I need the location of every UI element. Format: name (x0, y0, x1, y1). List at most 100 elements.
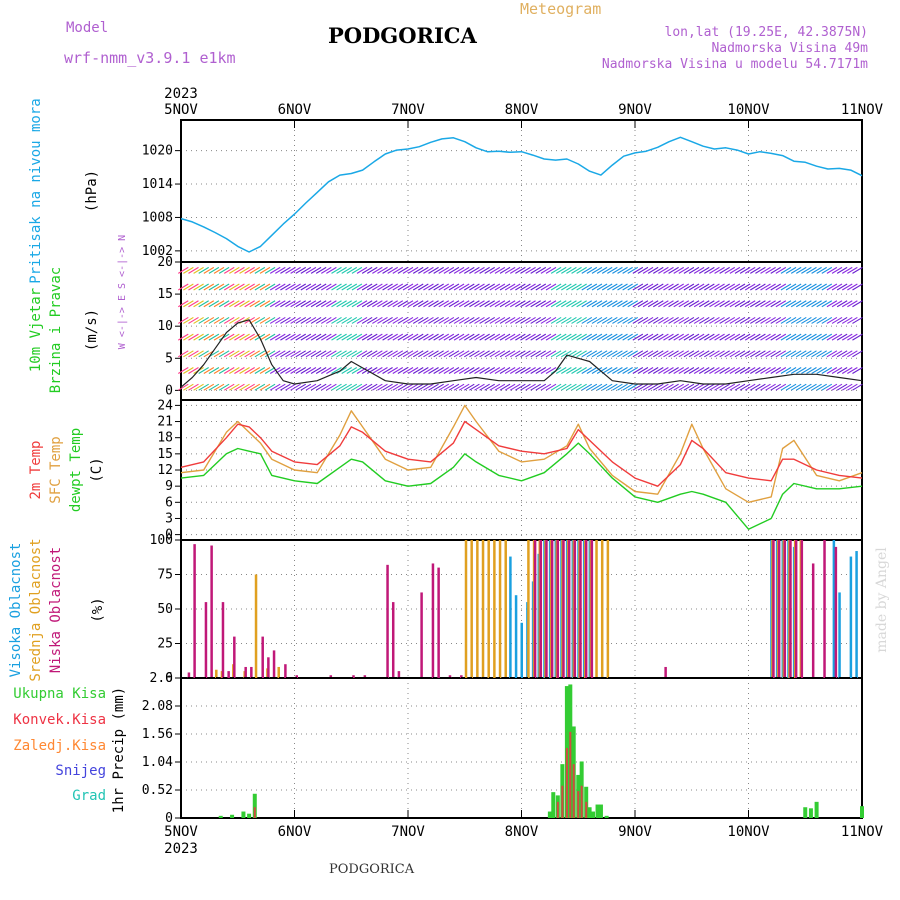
wind-barb (264, 333, 276, 341)
wind-barb (755, 266, 766, 274)
wind-barb (300, 266, 312, 274)
wind-barb (320, 283, 332, 291)
wind-barb (407, 283, 419, 291)
wind-barb (438, 283, 450, 291)
wind-barb (479, 350, 490, 358)
low-cloud-bar (210, 545, 213, 678)
wind-barb (566, 383, 577, 391)
wind-barb (315, 383, 327, 391)
wind-barb (254, 283, 266, 291)
wind-barb (351, 350, 363, 358)
wind-barb (453, 350, 465, 358)
wind-barb (193, 350, 204, 358)
wind-barb (320, 266, 332, 274)
wind-barb (632, 266, 644, 274)
wind-barb (698, 367, 710, 374)
wind-barb (484, 367, 496, 374)
wind-barb (821, 266, 833, 274)
wind-barb (785, 333, 797, 341)
wind-barb (719, 333, 730, 341)
wind-barb (693, 300, 705, 308)
wind-barb (637, 333, 649, 341)
wind-barb (198, 367, 209, 374)
wind-barb (494, 300, 506, 308)
wind-barb (637, 350, 649, 358)
wind-barb (668, 266, 679, 274)
wind-barb (755, 350, 766, 358)
wind-barb (714, 316, 725, 324)
wind-barb (366, 383, 378, 391)
wind-barb (280, 367, 291, 374)
cloud-unit: (%) (90, 597, 106, 622)
wind-barb (719, 350, 730, 358)
wind-barb (448, 316, 460, 324)
wind-barb (234, 266, 245, 274)
wind-barb (418, 350, 429, 358)
wind-barb (739, 283, 751, 291)
wind-barb (203, 316, 215, 324)
model-label: Model (66, 20, 109, 36)
precip-total-bar (252, 793, 257, 818)
wind-barb (208, 266, 220, 274)
wind-barb (586, 266, 598, 274)
wind-barb (423, 300, 434, 308)
wind-barb (244, 383, 255, 391)
y-tick-label: 21 (157, 415, 173, 430)
wind-barb (331, 383, 342, 391)
wind-barb (458, 283, 470, 291)
wind-barb (698, 383, 710, 391)
wind-barb (331, 300, 342, 308)
wind-barb (852, 316, 863, 324)
x-tick-label-bottom: 10NOV (727, 824, 770, 840)
wind-barb (581, 283, 593, 291)
wind-barb (423, 350, 434, 358)
low-cloud-bar (533, 540, 537, 678)
wind-barb (540, 316, 552, 324)
wind-barb (448, 300, 460, 308)
wind-barb (234, 367, 245, 374)
wind-barb (724, 383, 736, 391)
wind-barb (688, 300, 700, 308)
wind-barb (397, 316, 409, 324)
wind-barb (244, 350, 255, 358)
low-cloud-bar (233, 636, 236, 678)
wind-barb (300, 333, 312, 341)
precip-total-bar (803, 807, 808, 818)
wind-barb (535, 333, 547, 341)
wind-barb (341, 367, 352, 374)
wind-barb (673, 350, 684, 358)
wind-barb (438, 316, 450, 324)
wind-barb (504, 316, 516, 324)
wind-barb (678, 300, 690, 308)
wind-barb (663, 316, 674, 324)
wind-barb (305, 350, 317, 358)
wind-barb (275, 333, 286, 341)
wind-barb (305, 383, 317, 391)
wind-barb (346, 367, 358, 374)
precip-total-bar (230, 814, 235, 818)
low-cloud-bar (272, 650, 276, 678)
wind-barb (831, 383, 843, 391)
wind-barb (847, 367, 858, 374)
wind-barb (366, 367, 378, 374)
wind-barb (372, 266, 383, 274)
wind-barb (203, 266, 215, 274)
wind-barb (234, 333, 245, 341)
wind-barb (423, 367, 434, 374)
wind-barb (218, 350, 230, 358)
precip-total-bar (595, 804, 600, 818)
wind-barb (566, 316, 577, 324)
wind-barb (765, 350, 776, 358)
wind-barb (719, 367, 730, 374)
wind-barb (392, 283, 404, 291)
wind-barb (382, 300, 393, 308)
wind-barb (596, 333, 608, 341)
wind-barb (841, 316, 853, 324)
wind-barb (801, 333, 812, 341)
wind-barb (586, 300, 598, 308)
wind-barb (801, 266, 812, 274)
wind-barb (341, 383, 352, 391)
y-tick-label: 18 (157, 431, 173, 446)
wind-barb (550, 333, 562, 341)
wind-barb (464, 266, 475, 274)
